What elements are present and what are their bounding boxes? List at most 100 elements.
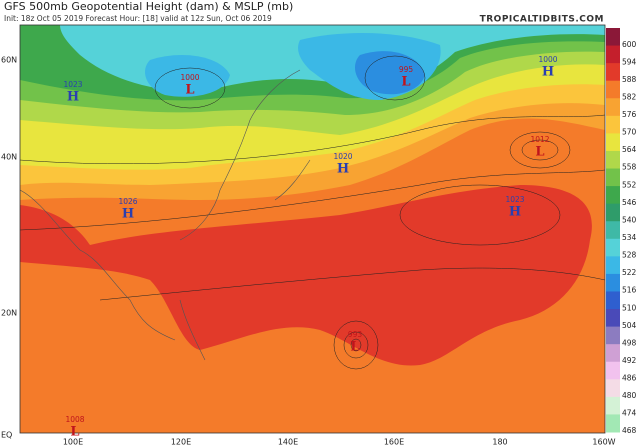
center-letter: H (67, 90, 79, 105)
contour (350, 338, 362, 352)
colorbar: 600 594 588 582 576 570 564 558 552 546 540 534 528 5… (606, 28, 637, 435)
colorbar-label: 516 (622, 286, 637, 295)
center-letter: L (535, 145, 544, 160)
colorbar-swatch (606, 414, 620, 433)
center-letter: H (337, 162, 349, 177)
colorbar-swatch (606, 28, 620, 47)
center-pressure: 1023 (505, 195, 524, 204)
lon-label: 160E (384, 438, 404, 447)
colorbar-label: 582 (622, 92, 637, 101)
contour (99, 267, 605, 301)
colorbar-swatch (606, 238, 620, 257)
colorbar-swatch (606, 63, 620, 82)
colorbar-label: 498 (622, 338, 637, 347)
colorbar-swatch (606, 80, 620, 99)
center-pressure: 1020 (333, 152, 352, 161)
center-letter: L (401, 75, 410, 90)
colorbar-swatch (606, 133, 620, 152)
contour (343, 331, 369, 359)
center-pressure: 995 (399, 65, 414, 74)
center-pressure: 1012 (530, 135, 549, 144)
colorbar-swatch (606, 344, 620, 363)
lat-label: 40N (1, 153, 17, 162)
center-pressure: 1008 (65, 415, 84, 424)
lat-label: 60N (1, 56, 17, 65)
lat-label: EQ (1, 431, 12, 440)
colorbar-label: 534 (622, 233, 637, 242)
colorbar-label: 564 (622, 145, 637, 154)
colorbar-label: 552 (622, 180, 637, 189)
colorbar-swatch (606, 203, 620, 222)
colorbar-swatch (606, 291, 620, 310)
center-letter: H (542, 65, 554, 80)
colorbar-swatch (606, 326, 620, 345)
colorbar-label: 540 (622, 215, 637, 224)
contour (364, 55, 426, 101)
colorbar-label: 468 (622, 426, 637, 435)
colorbar-swatch (606, 186, 620, 205)
center-pressure: 1023 (63, 80, 82, 89)
colorbar-swatch (606, 309, 620, 328)
lat-label: 20N (1, 309, 17, 318)
colorbar-swatch (606, 221, 620, 240)
center-pressure: 1000 (538, 55, 557, 64)
field (355, 51, 425, 95)
colorbar-label: 546 (622, 198, 637, 207)
colorbar-label: 588 (622, 75, 637, 84)
contour (20, 169, 605, 231)
pressure-centers: 1000L995L1000H1023H1026H1020H1012L1023H9… (63, 55, 557, 440)
colorbar-swatch (606, 150, 620, 170)
colorbar-swatch (606, 379, 620, 398)
colorbar-label: 594 (622, 57, 637, 66)
lon-label: 140E (278, 438, 298, 447)
center-letter: H (122, 207, 134, 222)
title: GFS 500mb Geopotential Height (dam) & MS… (4, 0, 293, 13)
colorbar-label: 492 (622, 356, 637, 365)
contour (154, 67, 226, 109)
colorbar-swatch (606, 45, 620, 64)
center-letter: L (70, 425, 79, 440)
colorbar-label: 600 (622, 40, 637, 49)
center-letter: L (185, 83, 194, 98)
center-pressure: 1000 (180, 73, 199, 82)
map-area (20, 25, 605, 433)
contour (20, 114, 605, 164)
coastline (20, 69, 311, 361)
colorbar-label: 480 (622, 391, 637, 400)
colorbar-swatch (606, 98, 620, 117)
colorbar-swatch (606, 168, 620, 187)
center-pressure: 1026 (118, 197, 137, 206)
lon-label: 160W (592, 438, 615, 447)
contour (333, 320, 379, 370)
colorbar-label: 510 (622, 303, 637, 312)
center-letter: L (350, 340, 359, 355)
lon-label: 120E (171, 438, 191, 447)
colorbar-swatch (606, 256, 620, 275)
colorbar-label: 558 (622, 163, 637, 172)
colorbar-label: 570 (622, 128, 637, 137)
colorbar-label: 504 (622, 321, 637, 330)
colorbar-swatch (606, 115, 620, 134)
colorbar-swatch (606, 361, 620, 380)
lon-label: 180 (492, 438, 507, 447)
lon-label: 100E (63, 438, 83, 447)
subtitle: Init: 18z Oct 05 2019 Forecast Hour: [18… (4, 14, 272, 23)
axes: 60N 40N 20N EQ 100E 120E 140E 160E 180 160W (1, 56, 616, 447)
center-letter: H (509, 205, 521, 220)
colorbar-swatch (606, 273, 620, 292)
field (145, 55, 230, 97)
contour (509, 131, 571, 169)
colorbar-swatch (606, 396, 620, 415)
colorbar-label: 474 (622, 409, 637, 418)
site-name: TROPICALTIDBITS.COM (480, 15, 604, 25)
map-frame (19, 24, 606, 434)
colorbar-label: 486 (622, 374, 637, 383)
colorbar-label: 528 (622, 251, 637, 260)
field (20, 185, 592, 366)
contour (521, 139, 559, 161)
contour (399, 184, 561, 246)
colorbar-label: 522 (622, 268, 637, 277)
colorbar-label: 576 (622, 110, 637, 119)
